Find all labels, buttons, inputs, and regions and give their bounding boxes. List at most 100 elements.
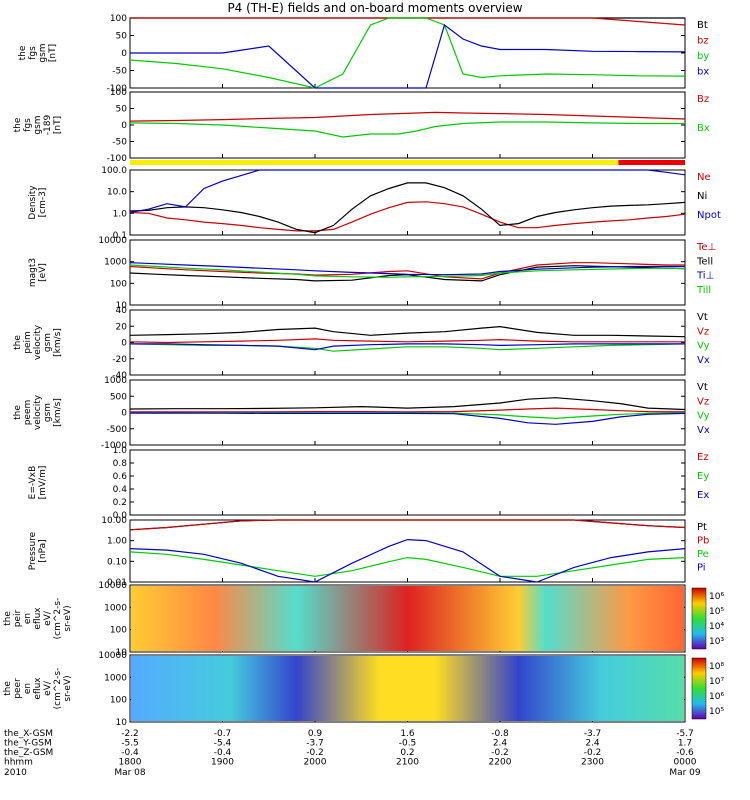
ytick-label: -50 — [112, 138, 127, 148]
ylabel-line: velocity — [33, 324, 43, 360]
axis-row-value: 2000 — [304, 758, 327, 768]
legend-Npot: Npot — [697, 210, 721, 221]
series-line-Vz — [130, 407, 686, 413]
axis-date-end: Mar 09 — [669, 768, 701, 778]
axis-row-value: -0.2 — [584, 748, 602, 758]
ytick-label: 0.6 — [113, 472, 128, 482]
legend-Vy: Vy — [697, 341, 710, 352]
panel-fgs: thefgsgsm[nT] — [18, 17, 686, 89]
series-line-Pi — [129, 538, 686, 583]
ylabel-line: gsm — [43, 333, 53, 352]
legend-Tell: Tell — [696, 256, 713, 267]
panel-peer: thepeerenefluxeV/(cm^2-s-sr-eV) — [3, 654, 707, 723]
series-line-Vt — [129, 397, 686, 411]
ylabel-efield: E=-VxB[mV/m] — [28, 466, 48, 500]
axis-row-value: -0.2 — [491, 748, 509, 758]
ytick-label: 0 — [121, 121, 127, 131]
legend-Ez: Ez — [697, 452, 709, 463]
legend-Vx: Vx — [697, 425, 710, 436]
panel-frame-pressure — [129, 519, 686, 583]
ylabel-line: [nT] — [53, 116, 63, 134]
status-bar-yellow — [130, 160, 619, 165]
axis-row-value: 1800 — [119, 758, 142, 768]
ytick-label: 0 — [121, 339, 127, 349]
ylabel-line: peer — [13, 678, 23, 699]
ylabel-line: sr-eV) — [63, 675, 73, 701]
ylabel-line: peem — [23, 400, 33, 426]
ylabel-line: eflux — [33, 677, 43, 700]
ytick-label: 0.4 — [113, 485, 128, 495]
axis-row-value: 0.9 — [308, 729, 323, 739]
axis-row-value: -2.2 — [121, 729, 139, 739]
ylabel-pressure: Pressure[nPa] — [28, 531, 48, 570]
panel-frame-temp — [129, 239, 686, 306]
ylabel-line: the — [3, 681, 13, 696]
panel-fgs2: thefgsgsm-189[nT] — [13, 91, 686, 159]
axis-row-value: -0.6 — [676, 748, 694, 758]
legend-Vy: Vy — [697, 411, 710, 422]
axis-row-value: -0.4 — [214, 748, 232, 758]
ylabel-line: (cm^2-s- — [53, 598, 63, 640]
legend-Vz: Vz — [697, 326, 709, 337]
axis-row-value: -0.5 — [399, 739, 417, 749]
status-bar-red — [618, 160, 685, 165]
legend-Bz: Bz — [697, 94, 709, 105]
ylabel-line: sr-eV) — [63, 605, 73, 631]
ylabel-line: eV/ — [43, 610, 53, 626]
axis-row-value: 2200 — [489, 758, 512, 768]
axis-row-value: -0.2 — [306, 748, 324, 758]
series-line-Pt — [129, 519, 686, 531]
ytick-label: 1000 — [104, 603, 127, 613]
ytick-label: -100 — [107, 84, 128, 94]
ytick-label: 1.00 — [107, 537, 127, 547]
axis-row-value: 2.4 — [585, 739, 600, 749]
ylabel-line: gsm — [43, 403, 53, 422]
colorbar-tick: 10⁶ — [709, 692, 724, 702]
legend-Pe: Pe — [697, 549, 709, 560]
series-line-bx — [130, 23, 686, 89]
ylabel-line: gsm — [38, 43, 48, 62]
ytick-label: 0.8 — [113, 459, 128, 469]
ylabel-temp: magt3[eV] — [28, 258, 48, 287]
ylabel-fgs: thefgsgsm[nT] — [18, 43, 58, 62]
panel-temp: magt3[eV] — [28, 239, 686, 306]
ytick-label: 10000 — [98, 651, 127, 661]
ytick-label: 10 — [116, 718, 128, 728]
ytick-label: 1000 — [104, 258, 127, 268]
ylabel-line: eflux — [33, 607, 43, 630]
ylabel-peim: thepeimvelocitygsm[km/s] — [13, 324, 63, 360]
ytick-label: 1.0 — [113, 209, 128, 219]
ylabel-density: Density[cm-3] — [28, 185, 48, 220]
axis-row-name: the_Z-GSM — [4, 748, 53, 758]
panel-density: Density[cm-3] — [28, 169, 686, 236]
ytick-label: 0 — [121, 409, 127, 419]
ytick-label: 10.00 — [101, 516, 127, 526]
series-line-Vx — [130, 412, 686, 425]
axis-row-value: -5.5 — [121, 739, 139, 749]
ylabel-line: the — [13, 335, 23, 350]
axis-row-value: 1900 — [211, 758, 234, 768]
ylabel-line: [mV/m] — [38, 466, 48, 500]
ylabel-line: Density — [28, 185, 38, 220]
ytick-label: 0.0 — [113, 511, 128, 521]
axis-row-name: hhmm — [4, 758, 33, 768]
axis-row-value: 2.4 — [493, 739, 508, 749]
axis-row-value: -0.8 — [491, 729, 509, 739]
series-line-Vz — [129, 338, 685, 344]
legend-by: by — [697, 51, 709, 62]
panel-pressure: Pressure[nPa] — [28, 519, 686, 583]
series-line-Npot — [129, 169, 686, 214]
colorbar-tick: 10⁴ — [709, 622, 724, 632]
ylabel-line: the — [13, 405, 23, 420]
panel-efield: E=-VxB[mV/m] — [28, 449, 686, 516]
ylabel-line: the — [13, 117, 23, 132]
plot-title: P4 (TH-E) fields and on-board moments ov… — [227, 1, 523, 15]
ytick-label: 0.10 — [107, 557, 127, 567]
ytick-label: 1000 — [104, 376, 127, 386]
legend-Ne: Ne — [697, 172, 711, 183]
ytick-label: 10 — [116, 648, 128, 658]
ylabel-line: E=-VxB — [28, 466, 38, 500]
ylabel-line: en — [23, 683, 33, 694]
ylabel-line: Pressure — [28, 531, 38, 570]
axis-date-start: Mar 08 — [114, 768, 146, 778]
